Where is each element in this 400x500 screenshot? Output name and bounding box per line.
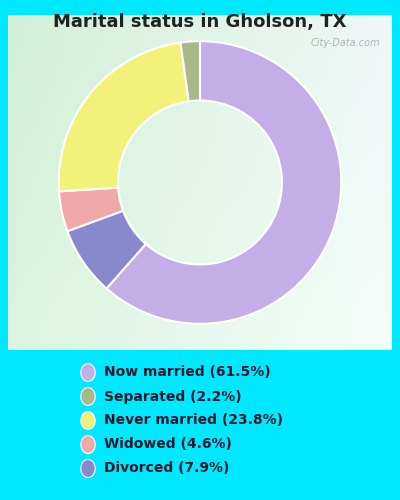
Text: Separated (2.2%): Separated (2.2%) [104,390,242,404]
Text: City-Data.com: City-Data.com [311,38,380,48]
Wedge shape [106,41,341,324]
Text: Now married (61.5%): Now married (61.5%) [104,366,271,380]
Wedge shape [180,41,200,102]
Text: Widowed (4.6%): Widowed (4.6%) [104,438,232,452]
Text: Marital status in Gholson, TX: Marital status in Gholson, TX [53,12,347,30]
Text: Never married (23.8%): Never married (23.8%) [104,414,283,428]
Wedge shape [59,188,123,231]
Text: Divorced (7.9%): Divorced (7.9%) [104,462,229,475]
Wedge shape [59,42,189,192]
Wedge shape [67,210,146,288]
